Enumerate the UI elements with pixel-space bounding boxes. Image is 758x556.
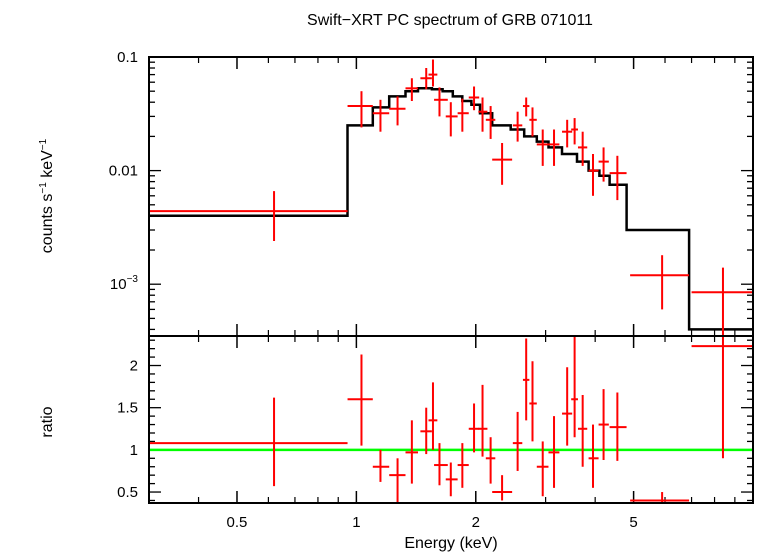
- ratio-data-point: [609, 392, 627, 461]
- y-tick-label: 0.5: [117, 484, 138, 501]
- ratio-data-point: [372, 449, 390, 482]
- spectrum-data-point: [609, 155, 627, 201]
- spectrum-data-point: [389, 96, 406, 126]
- ratio-data-points: [149, 336, 753, 503]
- ratio-data-point: [468, 403, 480, 453]
- spectrum-data-point: [372, 99, 390, 132]
- spectrum-y-tick-labels: 0.1 0.01 10−3: [109, 49, 139, 293]
- spectrum-data-point: [478, 97, 488, 132]
- ratio-data-point: [492, 475, 513, 501]
- spectrum-data-point: [347, 91, 373, 128]
- spectrum-data-point: [434, 87, 448, 117]
- ratio-data-point: [389, 458, 406, 503]
- x-tick-label: 1: [352, 514, 360, 531]
- ratio-data-point: [457, 443, 469, 488]
- spectrum-data-point: [457, 98, 469, 132]
- ratio-data-point: [630, 492, 690, 503]
- spectrum-data-point: [536, 129, 549, 166]
- x-tick-label: 5: [629, 514, 637, 531]
- ratio-data-point: [434, 443, 448, 486]
- ratio-data-point: [478, 384, 488, 457]
- spectrum-data-point: [598, 147, 609, 182]
- ratio-data-point: [522, 338, 530, 421]
- spectrum-data-point: [149, 191, 348, 242]
- spectrum-data-point: [529, 107, 537, 137]
- y-tick-label: 0.1: [117, 49, 138, 66]
- spectrum-data-points: [149, 59, 753, 336]
- ratio-data-point: [548, 416, 560, 488]
- y-tick-label: 2: [130, 358, 138, 375]
- y-tick-label: 1: [130, 442, 138, 459]
- x-tick-label: 2: [472, 514, 480, 531]
- ratio-data-point: [529, 361, 537, 442]
- ratio-data-point: [512, 411, 523, 471]
- ratio-data-point: [598, 389, 609, 460]
- spectrum-data-point: [485, 106, 496, 139]
- spectrum-data-point: [562, 119, 573, 148]
- ratio-data-point: [577, 395, 588, 467]
- spectrum-data-point: [577, 131, 588, 166]
- spectrum-data-point: [405, 78, 418, 101]
- spectrum-data-point: [691, 267, 753, 336]
- ratio-data-point: [588, 424, 599, 488]
- spectrum-data-point: [571, 118, 578, 145]
- ratio-data-point: [347, 354, 373, 446]
- ratio-y-tick-labels: 0.5 1 1.5 2: [117, 358, 138, 502]
- ratio-data-point: [420, 407, 432, 455]
- ratio-data-point: [485, 437, 496, 484]
- y-tick-label: 10−3: [110, 274, 139, 293]
- ratio-plot-frame: [148, 335, 754, 504]
- spectrum-data-point: [630, 255, 690, 310]
- spectrum-data-point: [420, 68, 432, 90]
- spectrum-data-point: [512, 111, 523, 142]
- spectrum-data-point: [588, 154, 599, 196]
- ratio-data-point: [445, 462, 458, 497]
- x-tick-label: 0.5: [227, 514, 248, 531]
- x-axis-label: Energy (keV): [404, 535, 497, 552]
- y-tick-label: 0.01: [109, 163, 138, 180]
- spectrum-data-point: [548, 129, 560, 166]
- ratio-data-point: [691, 336, 753, 459]
- spectrum-data-point: [445, 102, 458, 137]
- ratio-data-point: [562, 367, 573, 446]
- spectrum-data-point: [428, 59, 438, 87]
- ratio-data-point: [536, 441, 549, 497]
- ratio-y-axis-label: ratio: [39, 406, 56, 437]
- ratio-data-point: [571, 336, 578, 438]
- spectrum-data-point: [492, 142, 513, 185]
- ratio-data-point: [149, 397, 348, 487]
- chart-title: Swift−XRT PC spectrum of GRB 071011: [307, 12, 593, 29]
- spectrum-y-axis-label: counts s−1 keV−1: [38, 138, 56, 253]
- spectrum-data-point: [468, 86, 480, 111]
- x-tick-labels: 0.5 1 2 5: [227, 514, 638, 531]
- y-tick-label: 1.5: [117, 400, 138, 417]
- spectrum-data-point: [522, 97, 530, 117]
- ratio-data-point: [428, 382, 438, 450]
- ratio-data-point: [405, 420, 418, 484]
